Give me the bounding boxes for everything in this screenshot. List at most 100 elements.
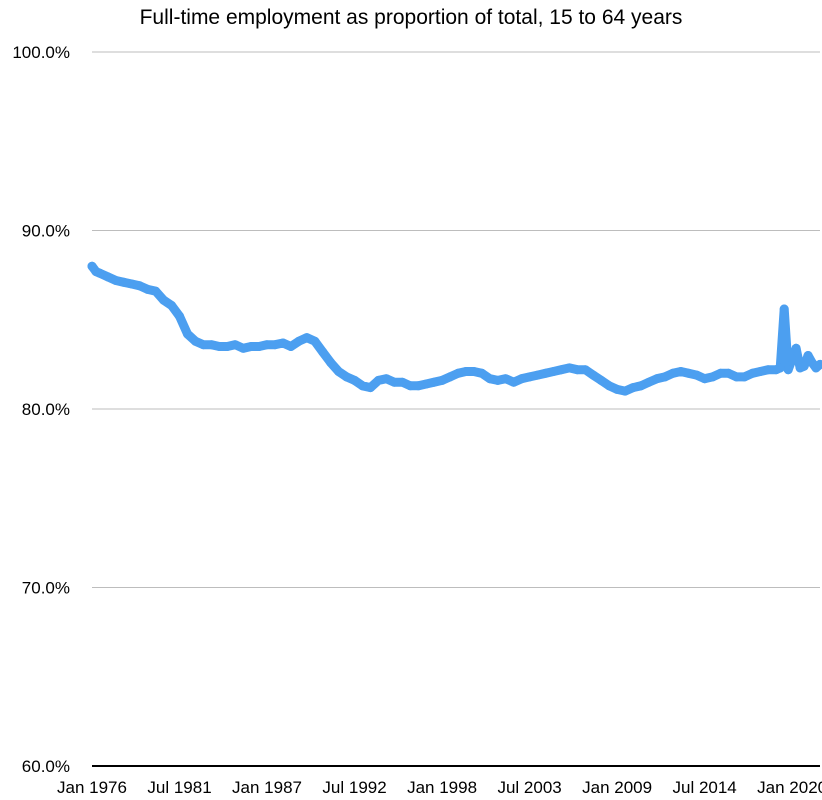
data-point	[799, 361, 809, 371]
data-point	[405, 381, 415, 391]
data-point	[708, 372, 718, 382]
data-point	[652, 374, 662, 384]
data-point	[366, 383, 375, 393]
data-point	[779, 304, 789, 314]
data-point	[445, 372, 455, 382]
data-point	[803, 351, 813, 360]
data-point	[453, 368, 463, 378]
data-point	[278, 338, 288, 348]
y-tick-label: 60.0%	[22, 757, 70, 776]
data-point	[732, 372, 741, 382]
x-tick-label: Jan 2009	[582, 778, 652, 797]
data-point	[783, 365, 793, 375]
data-point	[334, 367, 344, 376]
data-point	[143, 284, 153, 294]
data-point	[286, 342, 296, 351]
data-point	[198, 340, 208, 350]
data-point	[413, 381, 423, 391]
data-point	[716, 368, 725, 378]
data-point	[350, 375, 360, 385]
data-point	[684, 368, 694, 378]
data-point	[628, 383, 638, 393]
data-point	[525, 372, 535, 382]
data-point	[517, 374, 527, 384]
x-tick-label: Jul 2014	[672, 778, 736, 797]
data-point	[763, 365, 773, 375]
grid-lines	[92, 51, 820, 588]
x-axis-tick-labels: Jan 1976 Jul 1981 Jan 1987 Jul 1992 Jan 1998…	[57, 778, 822, 797]
data-point	[644, 377, 654, 387]
data-point	[238, 343, 248, 353]
data-point	[461, 367, 471, 376]
data-point	[103, 272, 113, 282]
chart-title: Full-time employment as proportion of to…	[139, 6, 683, 29]
data-point	[636, 381, 646, 391]
data-point	[501, 374, 511, 384]
data-point	[429, 377, 439, 387]
data-point	[596, 375, 606, 385]
y-tick-label: 70.0%	[22, 579, 70, 598]
data-point	[214, 342, 224, 351]
data-point	[724, 368, 733, 378]
data-point	[151, 286, 161, 296]
data-point	[230, 340, 240, 350]
data-point	[119, 277, 129, 287]
data-point	[747, 368, 757, 378]
data-point	[533, 370, 543, 380]
data-point	[564, 363, 574, 373]
data-point	[556, 365, 566, 375]
data-point	[620, 386, 630, 396]
data-point	[183, 329, 192, 339]
data-point	[262, 340, 272, 350]
data-point	[700, 374, 710, 384]
data-point	[541, 368, 550, 378]
data-point	[206, 340, 216, 350]
data-point	[493, 375, 503, 385]
y-axis-tick-labels: 60.0% 70.0% 80.0% 90.0% 100.0%	[12, 43, 70, 776]
data-point	[127, 279, 137, 289]
data-point	[815, 359, 822, 369]
x-tick-label: Jan 1998	[407, 778, 477, 797]
data-point	[787, 354, 797, 364]
data-point	[175, 311, 184, 321]
data-point	[358, 381, 367, 391]
data-point	[302, 333, 312, 343]
data-point	[692, 370, 702, 380]
x-tick-label: Jul 1981	[147, 778, 211, 797]
data-point	[270, 340, 280, 350]
y-tick-label: 80.0%	[22, 400, 70, 419]
data-point	[791, 343, 801, 353]
data-point	[342, 372, 352, 382]
data-point	[572, 365, 582, 375]
data-point	[294, 336, 304, 346]
data-point	[755, 367, 765, 376]
data-point	[135, 281, 145, 291]
data-point	[549, 367, 558, 376]
data-point	[668, 368, 678, 378]
data-point	[485, 374, 495, 384]
data-point	[660, 372, 670, 382]
data-point	[111, 276, 121, 285]
data-point	[310, 336, 320, 346]
x-tick-label: Jul 2003	[497, 778, 561, 797]
data-point	[588, 370, 598, 380]
data-point	[222, 342, 232, 351]
data-point	[246, 342, 256, 351]
data-point	[389, 377, 399, 387]
data-point	[318, 347, 328, 357]
data-point	[397, 377, 407, 387]
data-point	[509, 377, 519, 387]
data-point	[167, 301, 177, 310]
series-layer	[87, 261, 822, 396]
x-tick-label: Jan 1987	[232, 778, 302, 797]
data-point	[604, 381, 614, 391]
data-point	[373, 375, 383, 385]
data-point	[159, 295, 169, 305]
data-point	[469, 367, 479, 376]
data-point	[381, 374, 391, 384]
y-tick-label: 90.0%	[22, 222, 70, 241]
data-point	[254, 342, 264, 351]
data-point	[421, 379, 431, 389]
data-point	[437, 375, 447, 385]
